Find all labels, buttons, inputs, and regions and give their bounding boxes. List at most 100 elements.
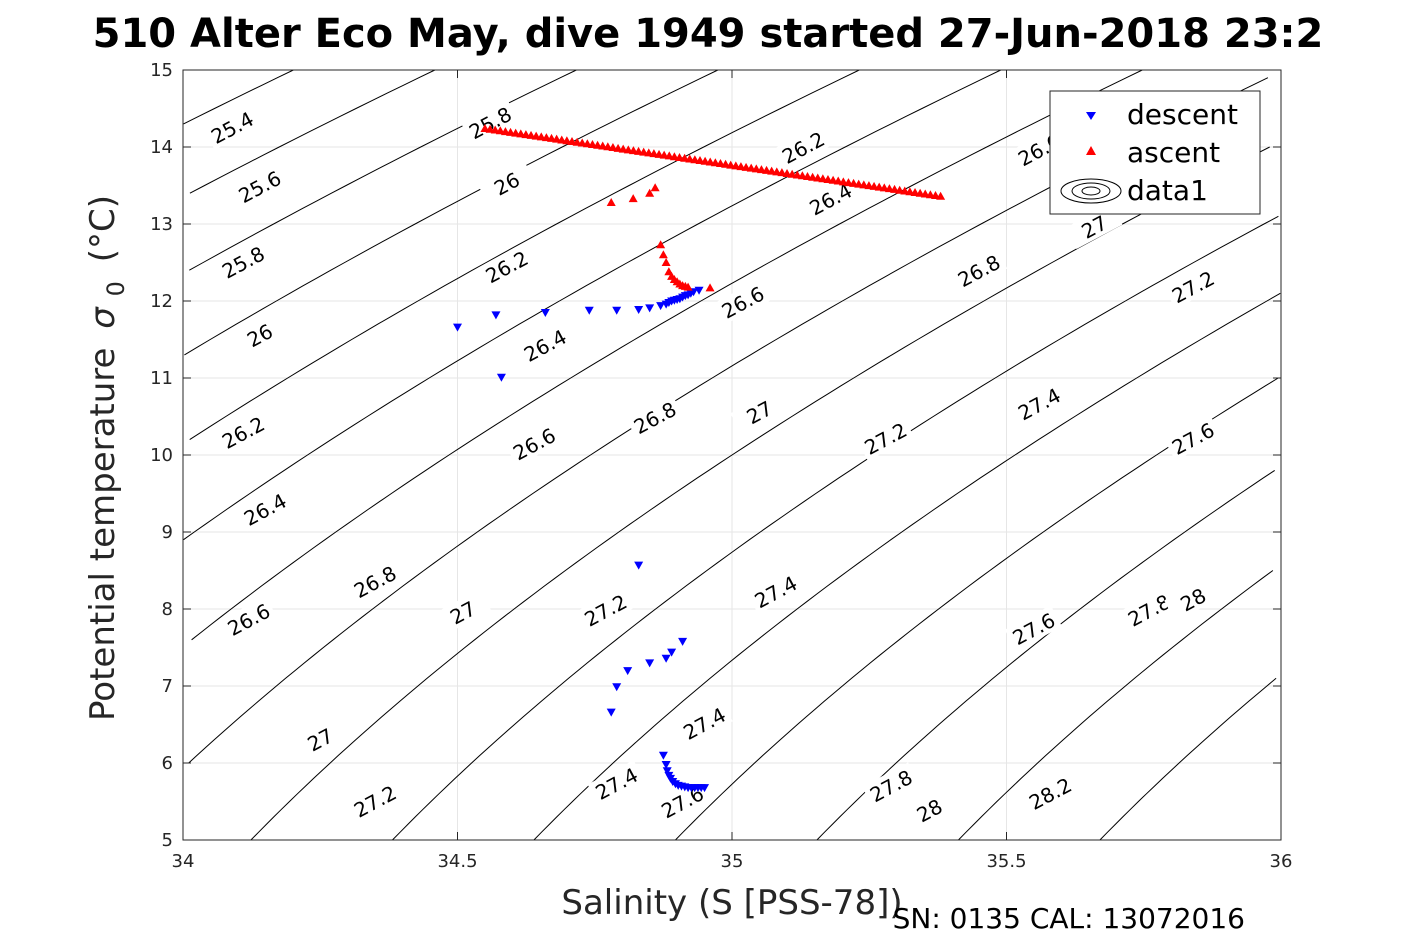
contour-label-bg (801, 175, 859, 222)
chart-title: 510 Alter Eco May, dive 1949 started 27-… (93, 11, 1324, 57)
contour-label-bg (1164, 263, 1222, 310)
contour-label-bg (346, 777, 404, 824)
series-descent (453, 286, 710, 793)
contour-line (392, 215, 1279, 841)
contour-label-bg (433, 589, 492, 635)
descent-point (496, 373, 506, 382)
contour-label-bg (713, 278, 772, 325)
x-axis-label: Salinity (S [PSS-78]) (561, 883, 902, 923)
y-tick-label: 10 (150, 445, 173, 466)
contour-line (184, 69, 719, 356)
legend-descent-label: descent (1127, 98, 1238, 131)
ascent-point (656, 240, 666, 249)
descent-point (645, 304, 655, 313)
legend-ascent-label: ascent (1127, 136, 1220, 169)
contour-label-bg (505, 420, 563, 467)
descent-point (453, 323, 462, 332)
ascent-point (936, 191, 946, 200)
contour-label-bg (1065, 203, 1123, 250)
contour-label-bg (1010, 380, 1068, 427)
contour-label-bg (746, 568, 805, 615)
x-tick-label: 34 (172, 851, 195, 872)
contour-line (675, 377, 1279, 841)
y-tick-label: 6 (162, 753, 173, 774)
descent-point (612, 683, 622, 692)
y-axis-label-symbol: σ (83, 306, 123, 329)
contour-label-bg (516, 322, 574, 368)
descent-point (645, 659, 655, 668)
contour-line (183, 69, 294, 125)
descent-point (661, 654, 671, 663)
descent-point (623, 667, 633, 676)
y-axis-label: Potential temperature σ 0 (°C) (83, 195, 133, 721)
descent-point (606, 708, 616, 717)
y-tick-label: 11 (150, 368, 173, 389)
ascent-point (650, 183, 660, 192)
contour-label-bg (900, 787, 958, 833)
series-ascent (480, 124, 946, 292)
contour-label-bg (653, 778, 711, 825)
contour-label-bg (730, 388, 788, 435)
descent-point (634, 305, 644, 314)
contour-label-bg (477, 160, 536, 206)
legend-descent-marker (1086, 112, 1096, 120)
descent-point (678, 637, 688, 646)
contour-line (958, 570, 1274, 841)
contour-label-group: 28 (900, 787, 958, 833)
legend-contour-icon (1060, 178, 1122, 204)
contour-label-bg (1164, 576, 1222, 622)
y-tick-label: 13 (150, 214, 173, 235)
y-tick-label: 12 (150, 291, 173, 312)
legend-contour-label: data1 (1127, 174, 1208, 207)
y-axis-label-subscript: 0 (102, 281, 130, 296)
legend-ascent-marker (1086, 146, 1096, 155)
contour-label-bg (230, 311, 289, 358)
y-tick-label: 14 (150, 137, 173, 158)
contour-line (183, 69, 1002, 541)
contour-label-bg (587, 760, 645, 806)
ascent-point (628, 194, 638, 203)
contour-line (1099, 677, 1277, 841)
contour-label-bg (1164, 415, 1222, 461)
x-tick-label: 35.5 (986, 851, 1026, 872)
descent-point (700, 784, 710, 793)
y-axis-ticks: 5 6 7 8 9 10 11 12 13 14 15 (150, 60, 1281, 851)
contour-line (189, 69, 860, 441)
ascent-point (683, 282, 693, 291)
descent-point (658, 751, 668, 760)
contour-label-bg (862, 762, 920, 809)
descent-point (491, 311, 501, 320)
contour-label-bg (950, 247, 1008, 293)
legend: descent ascent data1 (1049, 90, 1261, 215)
density-contours (183, 69, 1281, 841)
descent-point (634, 561, 644, 570)
contour-line (250, 146, 1270, 841)
contour-label-bg (230, 163, 289, 209)
y-tick-label: 7 (162, 676, 173, 697)
ascent-point (606, 197, 616, 206)
contour-line (189, 69, 436, 194)
contour-label-bg (214, 238, 272, 285)
descent-point (662, 767, 672, 776)
contour-label-bg (576, 586, 634, 633)
contour-label-bg (219, 596, 278, 642)
contour-label-bg (346, 558, 404, 604)
contour-label-bg (1021, 770, 1079, 816)
y-axis-label-unit: (°C) (83, 195, 123, 262)
contour-label-bg (203, 104, 261, 150)
ascent-point (705, 283, 715, 292)
y-tick-label: 8 (162, 599, 173, 620)
footer-calibration: SN: 0135 CAL: 13072016 (893, 902, 1245, 935)
descent-point (584, 306, 594, 315)
contour-label-bg (214, 409, 272, 455)
contour-label-bg (291, 716, 349, 762)
x-tick-label: 34.5 (437, 851, 477, 872)
contour-label-bg (1120, 586, 1178, 633)
y-axis-label-text: Potential temperature (83, 348, 123, 721)
descent-point (612, 306, 622, 315)
contour-label-bg (461, 99, 519, 146)
descent-point (656, 302, 666, 311)
contour-line (191, 69, 1143, 641)
ascent-point (645, 188, 655, 197)
